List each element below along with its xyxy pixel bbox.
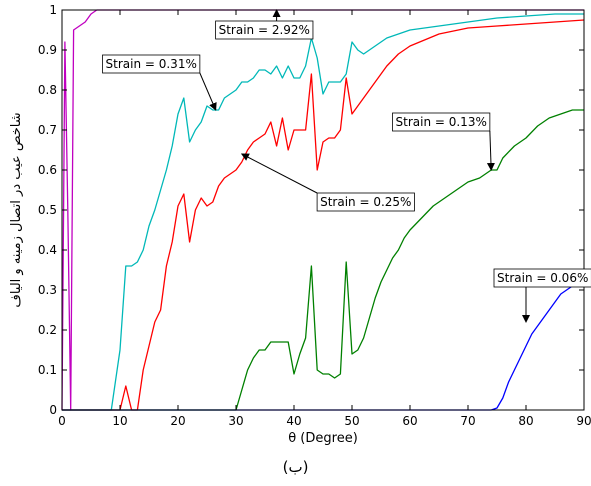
y-tick-label: 0.1 [38, 363, 57, 377]
y-tick-label: 1 [49, 3, 57, 17]
series-line-2 [62, 13, 584, 411]
annotation-label: Strain = 0.13% [396, 115, 487, 129]
annotation-1: Strain = 2.92% [215, 9, 314, 40]
x-tick-label: 50 [344, 414, 359, 428]
series-line-5 [62, 281, 584, 411]
x-tick-label: 30 [228, 414, 243, 428]
annotation-label: Strain = 0.25% [320, 195, 411, 209]
x-tick-label: 0 [58, 414, 66, 428]
y-tick-label: 0.9 [38, 43, 57, 57]
x-tick-label: 40 [286, 414, 301, 428]
annotation-label: Strain = 2.92% [219, 23, 310, 37]
chart: 0 10 20 30 40 50 60 70 80 90 0 0.1 0.2 0.3 0.4 0.5 0.6 0.… [9, 3, 591, 446]
y-axis-title: شاخص عیب در اتصال زمینه و الیاف [9, 112, 24, 307]
y-tick-label: 0.2 [38, 323, 57, 337]
y-tick-label: 0.6 [38, 163, 57, 177]
y-tick-label: 0.5 [38, 203, 57, 217]
annotation-5: Strain = 0.06% [493, 268, 591, 323]
annotation-box [493, 268, 591, 288]
x-tick-label: 10 [112, 414, 127, 428]
x-tick-label: 70 [460, 414, 475, 428]
annotation-4: Strain = 0.13% [392, 112, 495, 171]
annotation-arrow [240, 153, 318, 194]
annotation-arrow [199, 72, 217, 111]
x-tick-label: 60 [402, 414, 417, 428]
x-axis-title: θ (Degree) [288, 431, 358, 446]
annotation-box [392, 112, 491, 132]
annotation-box [316, 192, 415, 212]
annotation-3: Strain = 0.25% [240, 153, 415, 212]
annotation-box [215, 20, 314, 40]
series-line-4 [62, 109, 584, 411]
y-tick-label: 0.3 [38, 283, 57, 297]
annotation-label: Strain = 0.06% [497, 271, 588, 285]
y-tick-label: 0.8 [38, 83, 57, 97]
y-tick-label: 0.4 [38, 243, 57, 257]
x-tick-label: 80 [518, 414, 533, 428]
annotation-label: Strain = 0.31% [106, 57, 197, 71]
x-tick-label: 20 [170, 414, 185, 428]
annotation-box [102, 54, 201, 74]
y-tick-label: 0 [49, 403, 57, 417]
series-line-3 [62, 19, 585, 411]
annotation-arrow [486, 130, 495, 171]
annotation-2: Strain = 0.31% [102, 54, 217, 111]
y-tick-label: 0.7 [38, 123, 57, 137]
x-tick-label: 90 [576, 414, 591, 428]
figure-caption: (ب) [282, 458, 309, 476]
